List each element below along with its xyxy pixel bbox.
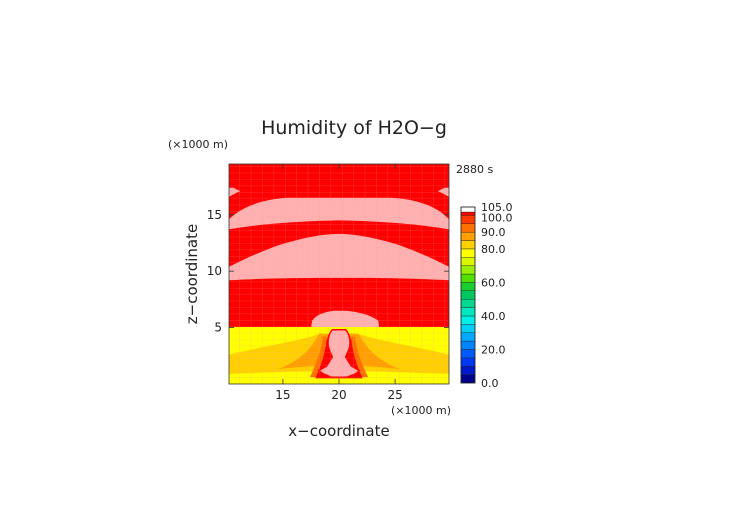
colorbar-swatch <box>460 265 476 275</box>
x-axis-label: x−coordinate <box>288 422 389 440</box>
colorbar-label: 40.0 <box>481 310 506 323</box>
colorbar-swatch <box>460 298 476 308</box>
colorbar-swatch <box>460 290 476 300</box>
colorbar-label: 80.0 <box>481 243 506 256</box>
colorbar-label: 20.0 <box>481 343 506 356</box>
colorbar-label: 60.0 <box>481 276 506 289</box>
time-label: 2880 s <box>456 163 493 176</box>
colorbar-swatch <box>460 307 476 317</box>
colorbar-swatch <box>460 315 476 325</box>
chart-title: Humidity of H2O−g <box>261 117 447 139</box>
colorbar-frame <box>460 206 476 384</box>
x-tick-label: 20 <box>331 388 346 402</box>
colorbar-swatch <box>460 273 476 283</box>
x-axis-ticks: 15 20 25 <box>275 164 403 402</box>
heatmap-field <box>229 164 449 384</box>
y-unit-label: (×1000 m) <box>168 138 228 151</box>
colorbar-label: 0.0 <box>481 377 499 390</box>
colorbar-swatch <box>460 215 476 224</box>
y-axis-label: z−coordinate <box>183 224 201 324</box>
y-tick-label: 10 <box>207 264 222 278</box>
colorbar-swatch <box>460 324 476 333</box>
colorbar-swatch <box>460 211 476 216</box>
colorbar-swatch <box>460 340 476 350</box>
colorbar-swatch <box>460 332 476 342</box>
colorbar-swatch <box>460 223 476 233</box>
y-tick-label: 5 <box>214 321 222 335</box>
colorbar-swatch <box>460 374 476 384</box>
colorbar-swatch <box>460 231 476 241</box>
colorbar-swatch <box>460 357 476 367</box>
x-tick-label: 15 <box>275 388 290 402</box>
colorbar-label: 100.0 <box>481 211 513 224</box>
y-tick-label: 15 <box>207 208 222 222</box>
y-axis-ticks: 5 10 15 <box>207 208 449 335</box>
x-tick-label: 25 <box>387 388 402 402</box>
colorbar-label: 90.0 <box>481 226 506 239</box>
grid-overlay <box>229 164 449 384</box>
colorbar-swatch <box>460 257 476 266</box>
colorbar-swatch <box>460 282 476 292</box>
x-unit-label: (×1000 m) <box>391 404 451 417</box>
colorbar-label: 105.0 <box>481 201 513 214</box>
colorbar-swatch <box>460 240 476 250</box>
colorbar-swatch <box>460 206 476 213</box>
colorbar-swatch <box>460 349 476 359</box>
colorbar-swatch <box>460 366 476 375</box>
colorbar-swatch <box>460 248 476 258</box>
